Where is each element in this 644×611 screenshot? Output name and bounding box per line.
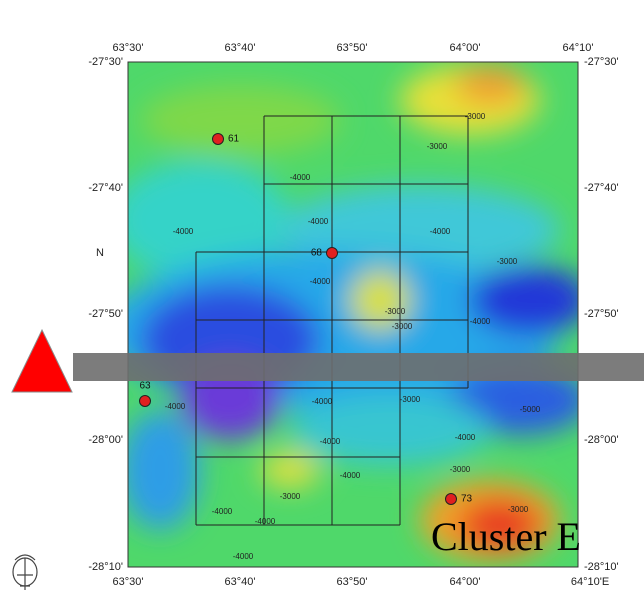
emblem (13, 555, 37, 590)
contour-label: -4000 (308, 217, 329, 226)
contour-label: -3000 (450, 465, 471, 474)
lat-label: -28°00' (584, 434, 619, 446)
lat-label: -27°40' (88, 182, 123, 194)
contour-label: -3000 (465, 112, 486, 121)
contour-label: -4000 (310, 277, 331, 286)
lon-label: 63°50' (337, 42, 368, 54)
contour-label: -4000 (255, 517, 276, 526)
contour-label: -3000 (280, 492, 301, 501)
contour-label: -3000 (427, 142, 448, 151)
station-marker (446, 494, 457, 505)
contour-label: -4000 (312, 397, 333, 406)
lon-label: 64°10' (563, 42, 594, 54)
station-marker (140, 396, 151, 407)
lat-label: -27°30' (584, 56, 619, 68)
bathymetry (100, 62, 590, 567)
lat-label: -27°40' (584, 182, 619, 194)
contour-label: -4000 (470, 317, 491, 326)
station-marker (327, 248, 338, 259)
contour-label: -4000 (430, 227, 451, 236)
lon-label: 63°30' (113, 576, 144, 588)
lon-label: 63°40' (225, 576, 256, 588)
lon-label: 63°30' (113, 42, 144, 54)
contour-label: -3000 (392, 322, 413, 331)
cluster-label: Cluster E (431, 514, 581, 559)
lon-label: 64°00' (450, 42, 481, 54)
station-label: 73 (461, 494, 473, 505)
map-figure: Cluster E 63°30' 63°40' 63°50' 64°00' 64°10'… (0, 0, 644, 606)
contour-label: -3000 (385, 307, 406, 316)
contour-label: -4000 (212, 507, 233, 516)
lat-label: -28°10' (88, 561, 123, 573)
contour-label: -3000 (497, 257, 518, 266)
contour-label: -4000 (320, 437, 341, 446)
highlight-band (73, 353, 644, 381)
contour-label: -3000 (400, 395, 421, 404)
contour-label: -4000 (173, 227, 194, 236)
lon-label: 63°50' (337, 576, 368, 588)
contour-label: -4000 (233, 552, 254, 561)
lat-label: -28°10' (584, 561, 619, 573)
lon-label: 64°10'E (571, 576, 609, 588)
north-label: N (96, 247, 104, 259)
contour-label: -4000 (165, 402, 186, 411)
contour-label: -3000 (508, 505, 529, 514)
lat-label: -27°30' (88, 56, 123, 68)
lon-label: 63°40' (225, 42, 256, 54)
station-label: 61 (228, 134, 240, 145)
station-label: 68 (311, 248, 323, 259)
lat-label: -27°50' (88, 308, 123, 320)
lat-label: -28°00' (88, 434, 123, 446)
contour-label: -4000 (340, 471, 361, 480)
contour-label: -5000 (520, 405, 541, 414)
marker-triangle (12, 330, 72, 392)
lat-label: -27°50' (584, 308, 619, 320)
lon-label: 64°00' (450, 576, 481, 588)
station-marker (213, 134, 224, 145)
contour-label: -4000 (290, 173, 311, 182)
station-label: 63 (139, 381, 151, 392)
contour-label: -4000 (455, 433, 476, 442)
